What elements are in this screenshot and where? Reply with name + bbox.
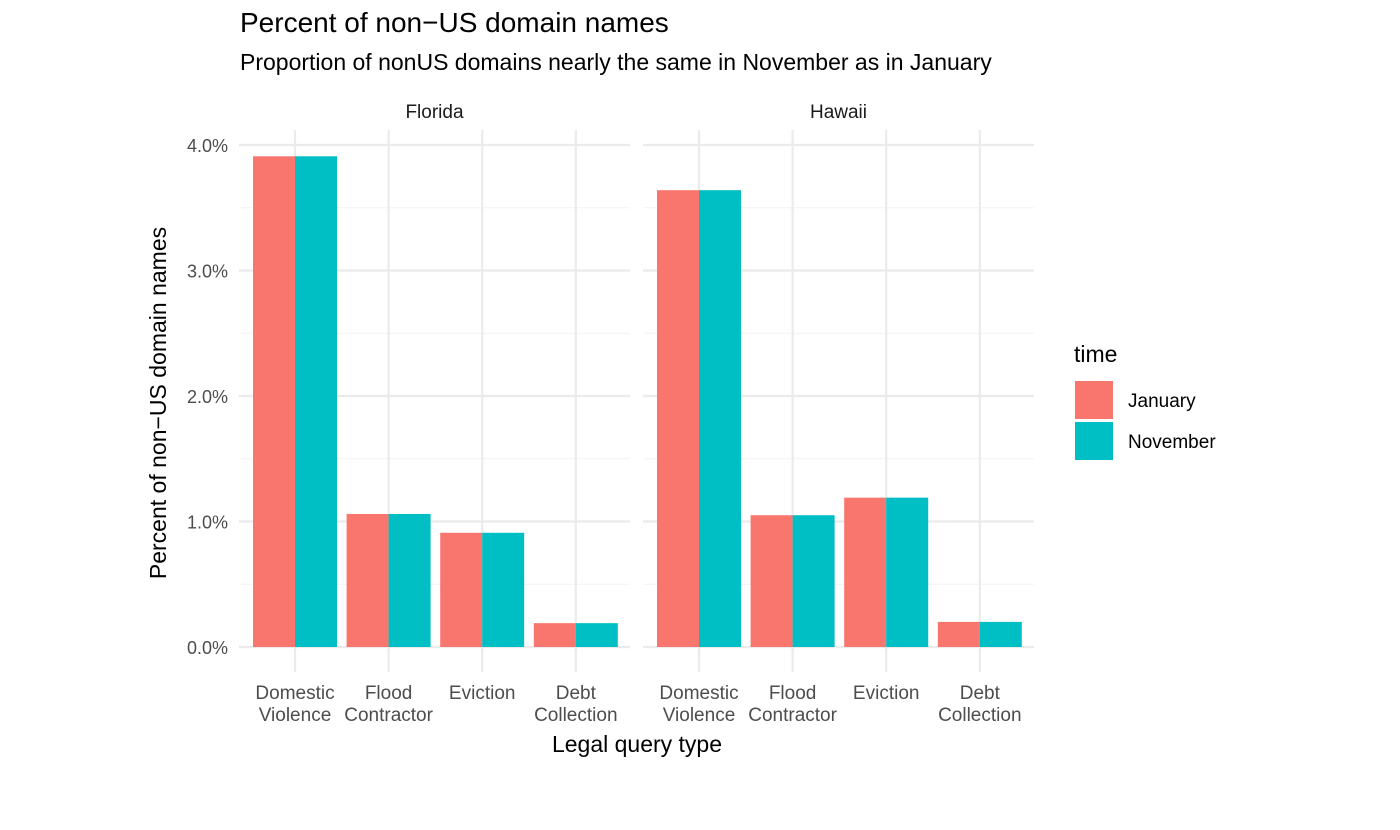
facet-label: Florida (405, 102, 464, 123)
x-tick-label: Flood Contractor (748, 683, 837, 726)
bar-hawaii-november-0 (699, 190, 741, 647)
x-tick-label: Eviction (853, 683, 920, 704)
x-tick-label: Domestic Violence (255, 683, 334, 726)
chart-subtitle: Proportion of nonUS domains nearly the s… (240, 49, 992, 75)
bar-florida-january-2 (440, 532, 483, 647)
legend-label-november: November (1128, 432, 1216, 453)
y-axis: 0.0% 1.0% 2.0% 3.0% 4.0% (187, 136, 228, 658)
y-tick-label: 2.0% (187, 387, 228, 407)
y-tick-label: 0.0% (187, 638, 228, 658)
legend: time January November (1074, 341, 1216, 460)
y-axis-title: Percent of non−US domain names (145, 227, 171, 579)
x-axis-title: Legal query type (552, 731, 722, 757)
x-tick-label: Domestic Violence (659, 683, 738, 726)
legend-swatch-january (1075, 381, 1113, 419)
bar-florida-november-0 (295, 156, 337, 648)
bar-florida-january-0 (253, 156, 295, 648)
x-tick-label: Debt Collection (938, 683, 1021, 726)
y-tick-label: 3.0% (187, 262, 228, 282)
bar-hawaii-january-2 (844, 497, 887, 647)
legend-swatch-november (1075, 422, 1113, 460)
y-tick-label: 1.0% (187, 513, 228, 533)
y-tick-label: 4.0% (187, 136, 228, 156)
bar-florida-november-3 (575, 623, 618, 647)
facet-label: Hawaii (810, 102, 867, 123)
bar-hawaii-november-2 (886, 497, 929, 647)
bar-florida-november-2 (482, 532, 525, 647)
bar-florida-january-3 (533, 623, 576, 647)
chart-title: Percent of non−US domain names (240, 7, 669, 38)
bar-hawaii-november-3 (979, 621, 1022, 647)
bar-hawaii-november-1 (792, 515, 835, 647)
legend-title: time (1074, 341, 1117, 367)
bar-hawaii-january-0 (657, 190, 699, 647)
x-tick-label: Debt Collection (534, 683, 617, 726)
x-tick-label: Flood Contractor (344, 683, 433, 726)
bar-florida-january-1 (346, 513, 389, 647)
bar-hawaii-january-1 (750, 515, 793, 647)
bar-hawaii-january-3 (937, 621, 980, 647)
bar-florida-november-1 (388, 513, 431, 647)
legend-label-january: January (1128, 391, 1196, 412)
x-tick-label: Eviction (449, 683, 516, 704)
